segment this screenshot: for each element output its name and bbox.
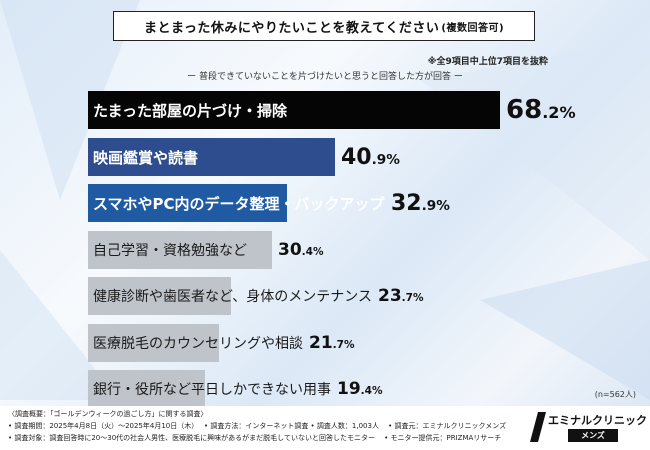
footer-line-3: • 調査対象：調査回答時に20〜30代の社会人男性、医療脱毛に興味があるがまだ脱… — [8, 434, 502, 442]
data-label-int: 21 — [309, 333, 333, 353]
bar-label: 銀行・役所など平日しかできない用事 — [93, 382, 331, 398]
data-label-dec: .7% — [332, 339, 355, 351]
logo-sub: メンズ — [568, 429, 618, 442]
data-label: 19.4% — [337, 379, 383, 399]
data-label: 40.9% — [341, 145, 400, 170]
data-label-dec: .4% — [360, 385, 383, 397]
bar — [88, 184, 287, 222]
data-label: 32.9% — [391, 191, 450, 216]
title-suffix: (複数回答可) — [441, 22, 505, 34]
data-label: 23.7% — [378, 286, 424, 306]
data-label-dec: .2% — [542, 103, 576, 122]
bar — [88, 91, 500, 129]
data-label-int: 30 — [278, 240, 302, 260]
bar — [88, 277, 231, 315]
data-label: 30.4% — [278, 240, 324, 260]
bar — [88, 231, 272, 269]
data-label: 21.7% — [309, 333, 355, 353]
data-label-int: 19 — [337, 379, 361, 399]
footer-line-1: 〈調査概要：「ゴールデンウィークの過ごし方」に関する調査〉 — [8, 410, 208, 418]
data-label-dec: .9% — [421, 197, 450, 214]
bar-label: 映画鑑賞や読書 — [93, 148, 199, 167]
bar — [88, 138, 335, 176]
bar-label: たまった部屋の片づけ・掃除 — [93, 101, 287, 120]
data-label-int: 23 — [378, 286, 402, 306]
logo-mark-icon — [530, 412, 546, 442]
excerpt-note: ※全9項目中上位7項目を抜粋 — [427, 57, 548, 67]
bar — [88, 324, 219, 362]
logo-name: エミナルクリニック — [548, 414, 647, 427]
sample-size: (n=562人) — [594, 390, 636, 399]
bar-label: 医療脱毛のカウンセリングや相談 — [93, 336, 303, 352]
bar-label: 健康診断や歯医者など、身体のメンテナンス — [93, 289, 373, 305]
data-label: 68.2% — [506, 95, 576, 125]
data-label-dec: .9% — [371, 151, 400, 168]
bar-label: 自己学習・資格勉強など — [93, 243, 247, 259]
bar-label: スマホやPC内のデータ整理・バックアップ — [93, 194, 385, 213]
data-label-dec: .4% — [301, 246, 324, 258]
title-text: まとまった休みにやりたいことを教えてください — [143, 20, 440, 36]
bar — [88, 370, 205, 408]
clinic-logo: エミナルクリニック メンズ — [528, 410, 648, 446]
data-label-int: 68 — [506, 95, 543, 125]
data-label-dec: .7% — [401, 292, 424, 304]
chart-subtitle: ー 普段できていないことを片づけたいと思うと回答した方が回答 ー — [187, 72, 463, 82]
data-label-int: 40 — [341, 144, 372, 170]
footer-line-2: • 調査期間：2025年4月8日（火）〜2025年4月10日（木） • 調査方法… — [8, 422, 507, 430]
data-label-int: 32 — [391, 190, 422, 216]
chart-title: まとまった休みにやりたいことを教えてください (複数回答可) — [113, 11, 535, 41]
